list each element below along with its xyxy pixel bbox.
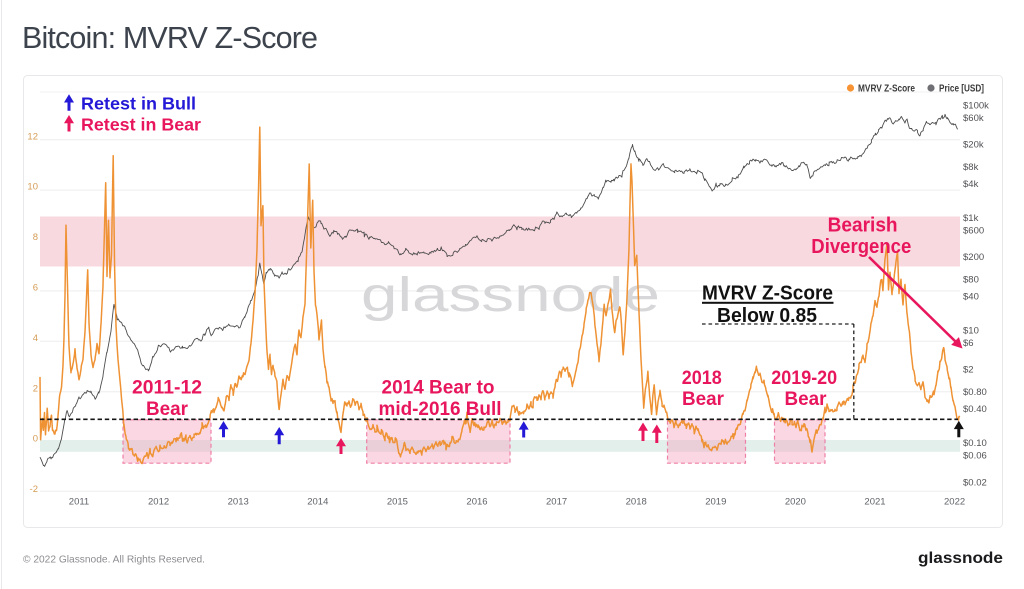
svg-text:2011-12: 2011-12 [132,376,202,398]
svg-text:2014 Bear to: 2014 Bear to [382,376,495,398]
svg-text:Price [USD]: Price [USD] [939,84,984,95]
svg-text:Bear: Bear [146,398,188,420]
svg-text:$1k: $1k [963,213,979,224]
svg-text:$200: $200 [963,252,984,263]
svg-text:8: 8 [33,232,38,243]
svg-text:MVRV Z-Score: MVRV Z-Score [858,84,915,95]
svg-text:$600: $600 [963,225,984,236]
svg-text:6: 6 [33,283,38,294]
svg-text:$0.10: $0.10 [963,438,987,449]
svg-text:$0.02: $0.02 [963,477,987,488]
svg-text:2021: 2021 [864,497,885,508]
svg-text:Divergence: Divergence [811,236,911,258]
svg-text:2019-20: 2019-20 [771,367,837,389]
svg-text:$20k: $20k [963,140,984,151]
svg-text:$0.40: $0.40 [963,404,987,415]
svg-text:$60k: $60k [963,113,984,124]
svg-text:2016: 2016 [466,497,487,508]
svg-text:Bitcoin: MVRV Z-Score: Bitcoin: MVRV Z-Score [22,21,318,55]
svg-text:2015: 2015 [387,497,408,508]
svg-text:Bear: Bear [785,388,827,410]
svg-text:$8k: $8k [963,162,979,173]
svg-text:2012: 2012 [148,497,169,508]
svg-text:2019: 2019 [705,497,726,508]
svg-text:2018: 2018 [682,367,722,389]
svg-text:$40: $40 [963,292,979,303]
svg-text:$80: $80 [963,275,979,286]
svg-text:4: 4 [33,333,38,344]
svg-text:© 2022 Glassnode. All Rights R: © 2022 Glassnode. All Rights Reserved. [23,554,205,566]
svg-text:2022: 2022 [944,497,965,508]
svg-text:$0.06: $0.06 [963,450,987,461]
svg-text:2020: 2020 [785,497,806,508]
svg-text:2017: 2017 [546,497,567,508]
svg-text:$4k: $4k [963,179,979,190]
svg-text:-2: -2 [30,484,38,495]
svg-text:MVRV Z-Score: MVRV Z-Score [702,283,833,305]
svg-text:mid-2016 Bull: mid-2016 Bull [379,398,502,420]
svg-text:Bear: Bear [682,388,724,410]
svg-text:2018: 2018 [626,497,647,508]
svg-text:$6: $6 [963,338,974,349]
svg-text:2013: 2013 [228,497,249,508]
svg-text:glassnode: glassnode [361,269,660,322]
svg-text:Below 0.85: Below 0.85 [717,305,817,327]
svg-text:glassnode: glassnode [918,550,1003,567]
svg-text:Bearish: Bearish [828,215,898,237]
svg-text:Retest in Bear: Retest in Bear [81,114,201,134]
svg-text:$10: $10 [963,325,979,336]
svg-text:Retest in Bull: Retest in Bull [81,93,196,113]
svg-text:12: 12 [27,131,38,142]
svg-text:$2: $2 [963,365,974,376]
svg-text:0: 0 [33,434,38,445]
svg-text:2014: 2014 [307,497,328,508]
svg-text:$0.80: $0.80 [963,387,987,398]
svg-text:2: 2 [33,383,38,394]
svg-text:$100k: $100k [963,100,989,111]
svg-text:10: 10 [27,182,38,193]
svg-text:2011: 2011 [69,497,89,508]
